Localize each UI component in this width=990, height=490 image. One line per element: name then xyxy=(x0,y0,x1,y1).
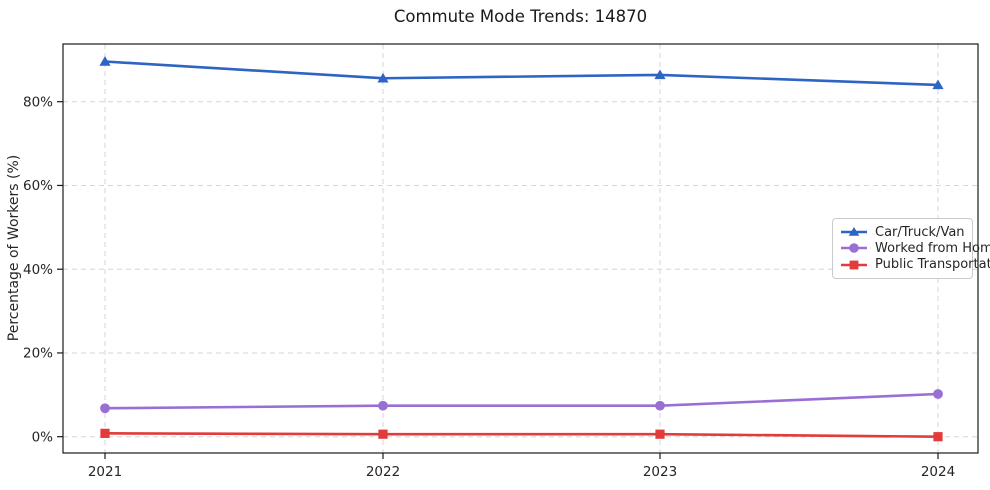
data-point-marker xyxy=(655,400,665,411)
legend-label: Car/Truck/Van xyxy=(875,224,965,240)
data-point-marker xyxy=(932,79,944,90)
data-point-marker xyxy=(100,428,110,438)
data-point-marker xyxy=(655,429,665,439)
legend-label: Public Transportation xyxy=(875,257,990,273)
y-tick-label: 20% xyxy=(23,346,53,362)
series-line-worked-from-home xyxy=(103,392,940,410)
data-point-marker xyxy=(378,429,388,439)
circle-marker-icon xyxy=(841,243,867,254)
data-point-marker xyxy=(933,389,943,399)
y-tick-label: 60% xyxy=(23,178,53,194)
data-point-marker xyxy=(654,69,666,80)
data-point-marker xyxy=(378,400,388,411)
y-tick-label: 80% xyxy=(23,94,53,110)
legend: Car/Truck/Van Worked from Home Public Tr… xyxy=(832,218,990,279)
data-point-marker xyxy=(377,72,389,83)
data-point-marker xyxy=(99,56,111,66)
chart-title: Commute Mode Trends: 14870 xyxy=(393,7,648,26)
legend-item-public-transportation: Public Transportation xyxy=(840,258,990,272)
data-point-marker xyxy=(100,403,110,414)
x-tick-label: 2023 xyxy=(643,464,677,480)
data-point-marker xyxy=(933,432,943,442)
legend-label: Worked from Home xyxy=(875,240,990,256)
legend-item-worked-from-home: Worked from Home xyxy=(840,241,990,255)
series-line-car-truck-van xyxy=(103,60,940,87)
triangle-marker-icon xyxy=(841,227,867,236)
y-tick-label: 0% xyxy=(32,429,54,445)
x-tick-label: 2024 xyxy=(921,464,955,480)
plot-frame xyxy=(62,43,979,454)
square-marker-icon xyxy=(841,260,867,270)
series-line-public-transportation xyxy=(103,432,940,439)
x-tick-label: 2022 xyxy=(366,464,400,480)
x-tick-label: 2021 xyxy=(88,464,122,480)
y-tick-label: 40% xyxy=(23,262,53,278)
legend-item-car-truck-van: Car/Truck/Van xyxy=(840,225,966,239)
